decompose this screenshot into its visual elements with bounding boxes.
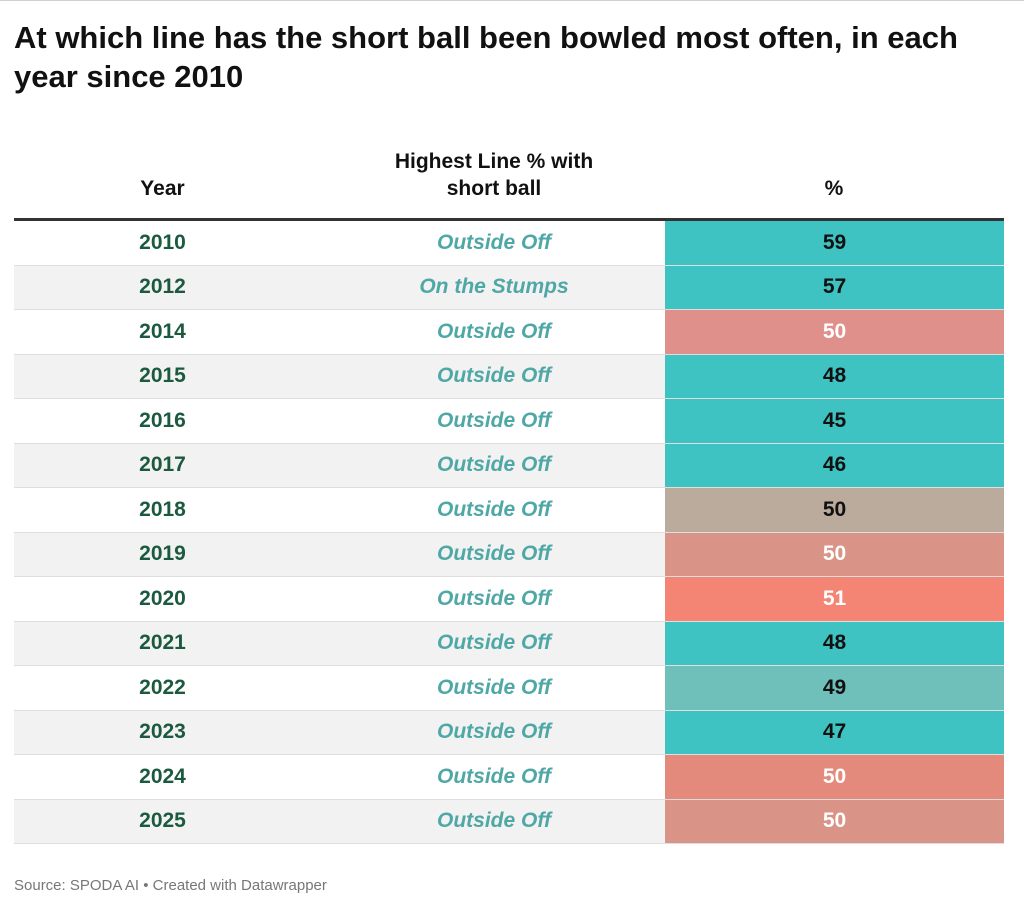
cell-line: Outside Off [437,230,551,254]
table-body: 2010 Outside Off 59 2012 On the Stumps 57 2014… [14,221,1004,844]
cell-year: 2021 [139,631,186,655]
cell-line: On the Stumps [419,275,569,299]
table-row: 2024 Outside Off 50 [14,755,1004,800]
cell-line: Outside Off [437,319,551,343]
table-row: 2021 Outside Off 48 [14,621,1004,666]
column-header-line: Highest Line % with short ball [344,148,644,202]
cell-year: 2019 [139,542,186,566]
cell-line: Outside Off [437,408,551,432]
cell-year: 2024 [139,764,186,788]
table-row: 2010 Outside Off 59 [14,221,1004,266]
table-row: 2015 Outside Off 48 [14,354,1004,399]
cell-year: 2023 [139,720,186,744]
cell-percent: 51 [665,577,1004,621]
cell-line: Outside Off [437,631,551,655]
cell-line: Outside Off [437,764,551,788]
cell-year: 2012 [139,275,186,299]
table-header: Year Highest Line % with short ball % [14,140,1004,221]
table-row: 2012 On the Stumps 57 [14,265,1004,310]
cell-percent: 47 [665,710,1004,754]
table-row: 2022 Outside Off 49 [14,666,1004,711]
table-row: 2018 Outside Off 50 [14,488,1004,533]
cell-percent: 50 [665,310,1004,354]
cell-percent: 59 [665,221,1004,265]
cell-percent: 57 [665,265,1004,309]
cell-percent: 50 [665,532,1004,576]
cell-percent: 45 [665,399,1004,443]
column-header-line-text-1: Highest Line % with [394,150,594,173]
cell-line: Outside Off [437,675,551,699]
cell-year: 2017 [139,453,186,477]
cell-percent: 50 [665,799,1004,843]
table-row: 2016 Outside Off 45 [14,399,1004,444]
table-row: 2014 Outside Off 50 [14,310,1004,355]
cell-line: Outside Off [437,809,551,833]
cell-year: 2015 [139,364,186,388]
cell-line: Outside Off [437,364,551,388]
table-row: 2019 Outside Off 50 [14,532,1004,577]
cell-percent: 48 [665,354,1004,398]
chart-title: At which line has the short ball been bo… [14,20,958,94]
cell-year: 2016 [139,408,186,432]
cell-year: 2020 [139,586,186,610]
cell-line: Outside Off [437,586,551,610]
cell-line: Outside Off [437,720,551,744]
table-row: 2025 Outside Off 50 [14,799,1004,844]
table-row: 2020 Outside Off 51 [14,577,1004,622]
cell-percent: 48 [665,621,1004,665]
column-header-line-text-2: short ball [446,177,542,200]
cell-year: 2010 [139,230,186,254]
data-table: Year Highest Line % with short ball % 20… [14,140,1004,844]
cell-percent: 46 [665,443,1004,487]
table-row: 2017 Outside Off 46 [14,443,1004,488]
cell-line: Outside Off [437,497,551,521]
column-header-percent: % [824,177,844,200]
cell-line: Outside Off [437,453,551,477]
cell-percent: 50 [665,488,1004,532]
cell-percent: 50 [665,755,1004,799]
top-divider [0,0,1024,1]
cell-year: 2025 [139,809,186,833]
cell-year: 2014 [139,319,186,343]
source-note: Source: SPODA AI • Created with Datawrap… [14,877,327,894]
column-header-year: Year [140,177,185,200]
cell-year: 2018 [139,497,186,521]
cell-line: Outside Off [437,542,551,566]
cell-year: 2022 [139,675,186,699]
table-row: 2023 Outside Off 47 [14,710,1004,755]
cell-percent: 49 [665,666,1004,710]
